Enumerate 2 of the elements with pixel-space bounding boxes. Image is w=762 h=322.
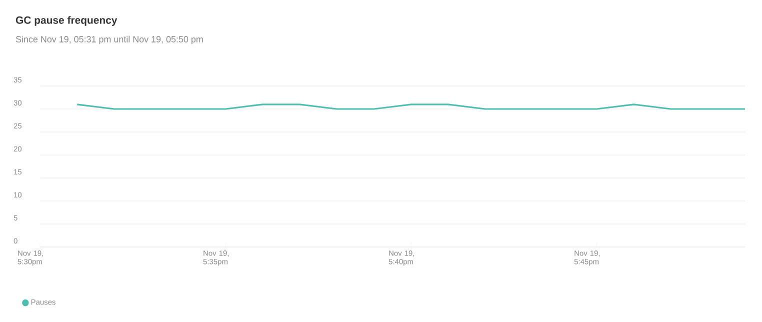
chart-subtitle: Since Nov 19, 05:31 pm until Nov 19, 05:50 pm — [16, 36, 203, 44]
chart-title: GC pause frequency — [16, 16, 118, 26]
